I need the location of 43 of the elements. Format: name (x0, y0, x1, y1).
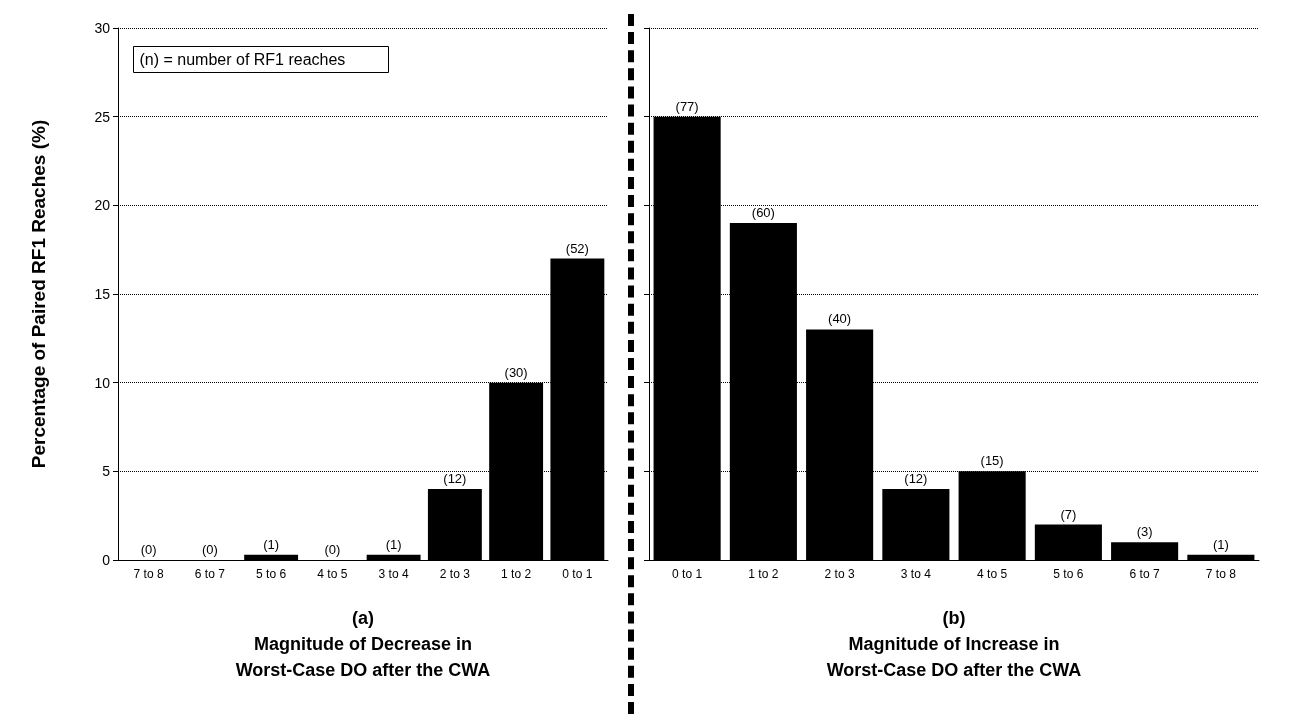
x-tick-label: 7 to 8 (1205, 567, 1237, 581)
annotation: (0) (324, 542, 341, 557)
x-tick-label: 4 to 5 (977, 567, 1008, 581)
y-tick-label: 5 (102, 463, 111, 480)
x-tick-label: 6 to 7 (194, 567, 226, 581)
annotation: (12) (443, 471, 467, 487)
y-tick-label: 0 (102, 552, 111, 568)
y-tick-label: 25 (94, 108, 111, 125)
x-tick-label: 1 to 2 (501, 567, 532, 581)
x-tick-label: 0 to 1 (672, 567, 703, 581)
x-tick-label: 6 to 7 (1129, 567, 1160, 581)
annotation: (0) (140, 542, 157, 557)
x-tick-label: 5 to 6 (1053, 567, 1084, 581)
annotation: (3) (1136, 524, 1153, 540)
x-axis-title: (b) Magnitude of Increase in Worst-Case DO after the CWA (826, 608, 1082, 680)
annotation: (12) (904, 471, 928, 487)
x-tick-label: 1 to 2 (748, 567, 779, 581)
x-tick-label: 4 to 5 (317, 567, 348, 581)
y-tick-label: 10 (94, 374, 111, 391)
annotation: (15) (980, 453, 1004, 469)
annotation: (1) (1212, 536, 1229, 552)
x-tick-label: 3 to 4 (378, 567, 409, 581)
x-tick-label: 3 to 4 (900, 567, 932, 581)
annotation: (52) (565, 240, 589, 256)
y-tick-label: 20 (94, 197, 111, 214)
y-axis-title: Percentage of Paired RF1 Reaches (%) (28, 119, 49, 469)
annotation: (0) (201, 542, 218, 557)
x-tick-label: 0 to 1 (562, 567, 593, 581)
y-tick-label: 30 (94, 20, 111, 36)
annotation: (1) (263, 536, 280, 552)
x-axis-title: (a) Magnitude of Decrease in Worst-Case DO after the CWA (235, 608, 491, 680)
annotation: (7) (1060, 506, 1077, 522)
x-tick-label: 2 to 3 (439, 567, 471, 581)
x-tick-label: 5 to 6 (256, 567, 287, 581)
annotation: (40) (828, 311, 852, 327)
annotation: (77) (675, 98, 699, 114)
annotation: (1) (385, 536, 402, 552)
annotation: (60) (751, 205, 775, 221)
annotation: (30) (504, 364, 528, 380)
annotation: (n) = number of RF1 reaches (139, 51, 346, 68)
x-tick-label: 2 to 3 (824, 567, 855, 581)
x-tick-label: 7 to 8 (133, 567, 164, 581)
y-tick-label: 15 (94, 286, 111, 302)
